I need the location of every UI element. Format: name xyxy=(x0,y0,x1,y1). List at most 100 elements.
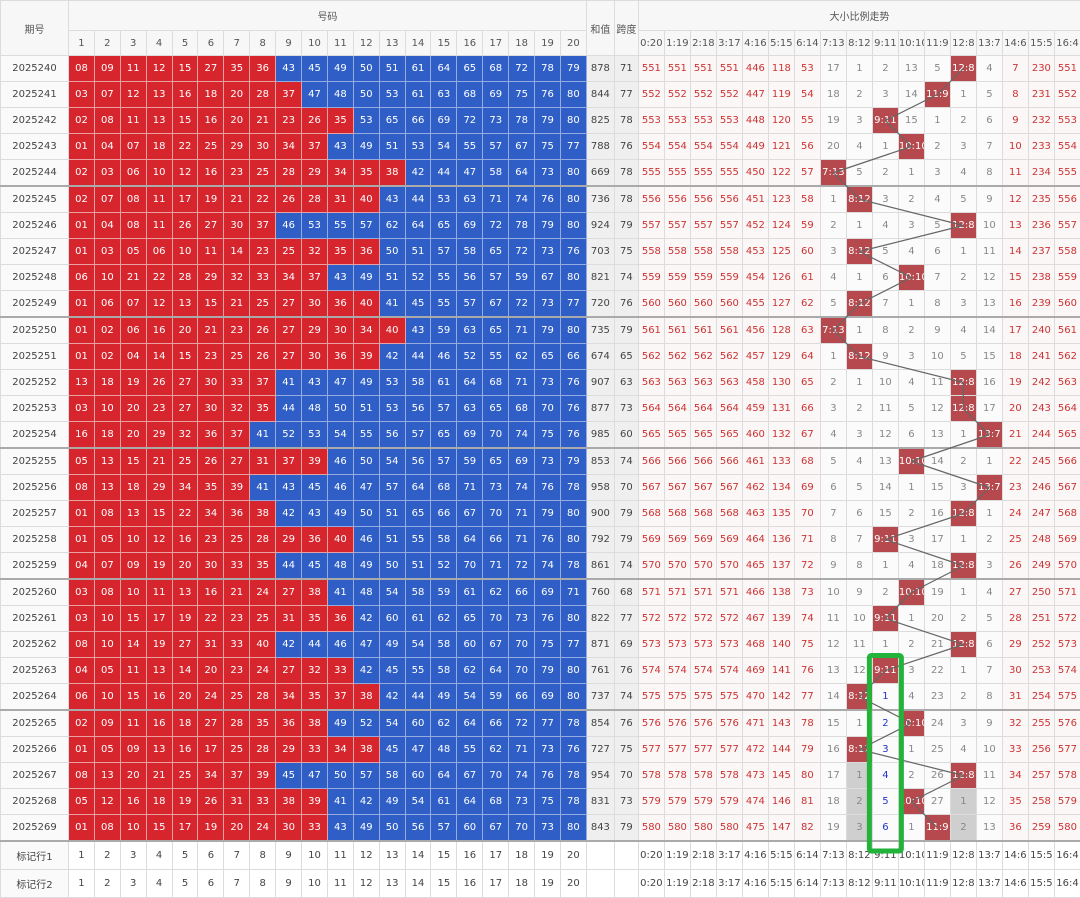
ball: 37 xyxy=(250,213,276,239)
ball: 64 xyxy=(509,160,535,187)
ratio-miss-count: 567 xyxy=(1054,475,1080,501)
ratio-miss-count: 1 xyxy=(950,658,976,684)
ratio-miss-count: 464 xyxy=(742,527,768,553)
ball: 36 xyxy=(276,710,302,737)
ratio-miss-count: 564 xyxy=(1054,396,1080,422)
ball: 18 xyxy=(146,134,172,160)
ratio-miss-count: 2 xyxy=(872,710,898,737)
ball: 55 xyxy=(327,213,353,239)
ratio-miss-count: 1 xyxy=(846,370,872,396)
ratio-miss-count: 577 xyxy=(664,737,690,763)
ball: 13 xyxy=(69,370,95,396)
ball: 69 xyxy=(535,684,561,711)
ball: 30 xyxy=(224,213,250,239)
ball: 35 xyxy=(198,475,224,501)
period: 2025254 xyxy=(1,422,69,449)
ratio-miss-count: 1 xyxy=(950,239,976,265)
ball: 80 xyxy=(560,265,586,291)
ball: 78 xyxy=(509,213,535,239)
ball: 29 xyxy=(224,134,250,160)
ratio-miss-count: 469 xyxy=(742,658,768,684)
ball: 57 xyxy=(353,213,379,239)
footer-ratio: 6:14 xyxy=(794,841,820,870)
sum: 760 xyxy=(586,579,614,606)
ball: 70 xyxy=(509,815,535,842)
ball: 78 xyxy=(535,56,561,82)
ball: 50 xyxy=(327,763,353,789)
ratio-miss-count: 4 xyxy=(898,553,924,580)
ball: 78 xyxy=(509,108,535,134)
ball: 33 xyxy=(302,815,328,842)
ratio-miss-count: 10 xyxy=(872,370,898,396)
ball: 62 xyxy=(457,658,483,684)
span: 60 xyxy=(614,422,638,449)
ratio-miss-count: 13 xyxy=(976,815,1002,842)
ball: 80 xyxy=(560,82,586,108)
ratio-miss-count: 28 xyxy=(1002,606,1028,632)
ratio-miss-count: 4 xyxy=(898,239,924,265)
ratio-miss-count: 576 xyxy=(638,710,664,737)
ball: 19 xyxy=(172,606,198,632)
footer-number: 4 xyxy=(146,870,172,898)
ball: 67 xyxy=(457,763,483,789)
ball: 43 xyxy=(405,317,431,344)
footer-number: 19 xyxy=(535,841,561,870)
span: 73 xyxy=(614,789,638,815)
span: 70 xyxy=(614,763,638,789)
footer-number: 1 xyxy=(69,841,95,870)
ratio-miss-count: 559 xyxy=(690,265,716,291)
ratio-miss-count: 126 xyxy=(768,265,794,291)
ball: 47 xyxy=(405,737,431,763)
ratio-col-header: 13:7 xyxy=(976,31,1002,56)
ball: 22 xyxy=(198,606,224,632)
ball: 44 xyxy=(431,160,457,187)
ball: 65 xyxy=(483,396,509,422)
ratio-miss-count: 79 xyxy=(794,737,820,763)
period: 2025266 xyxy=(1,737,69,763)
ratio-miss-count: 248 xyxy=(1028,527,1054,553)
footer-number: 16 xyxy=(457,841,483,870)
ball: 27 xyxy=(224,448,250,475)
ratio-miss-count: 1 xyxy=(846,317,872,344)
period: 2025252 xyxy=(1,370,69,396)
ball: 72 xyxy=(509,553,535,580)
ratio-miss-count: 135 xyxy=(768,501,794,527)
ball: 47 xyxy=(327,370,353,396)
ball: 75 xyxy=(535,422,561,449)
ball: 67 xyxy=(483,815,509,842)
ball: 07 xyxy=(94,553,120,580)
ball: 23 xyxy=(276,108,302,134)
ratio-miss-count: 553 xyxy=(1054,108,1080,134)
ball: 41 xyxy=(250,422,276,449)
ball: 05 xyxy=(69,448,95,475)
ball: 32 xyxy=(224,396,250,422)
ratio-miss-count: 254 xyxy=(1028,684,1054,711)
ratio-miss-count: 555 xyxy=(690,160,716,187)
ratio-col-header: 2:18 xyxy=(690,31,716,56)
ratio-hit: 7:13 xyxy=(820,160,846,187)
period: 2025265 xyxy=(1,710,69,737)
ratio-miss-count: 7 xyxy=(1002,56,1028,82)
ratio-hit: 9:11 xyxy=(872,108,898,134)
ratio-miss-count: 552 xyxy=(716,82,742,108)
number-col-header: 5 xyxy=(172,31,198,56)
ratio-miss-count: 555 xyxy=(638,160,664,187)
ratio-miss-count: 1 xyxy=(872,553,898,580)
sum: 825 xyxy=(586,108,614,134)
ratio-miss-count: 1 xyxy=(950,579,976,606)
ball: 21 xyxy=(224,186,250,213)
footer-ratio: 4:16 xyxy=(742,841,768,870)
footer-number: 3 xyxy=(120,841,146,870)
ball: 38 xyxy=(379,160,405,187)
ball: 41 xyxy=(327,579,353,606)
ball: 24 xyxy=(250,579,276,606)
ratio-miss-count: 2 xyxy=(924,134,950,160)
ball: 48 xyxy=(353,579,379,606)
ratio-hit: 10:10 xyxy=(898,134,924,160)
ratio-hit: 13:7 xyxy=(976,475,1002,501)
ratio-miss-count: 69 xyxy=(794,475,820,501)
ball: 73 xyxy=(535,291,561,318)
ratio-hit: 10:10 xyxy=(898,710,924,737)
